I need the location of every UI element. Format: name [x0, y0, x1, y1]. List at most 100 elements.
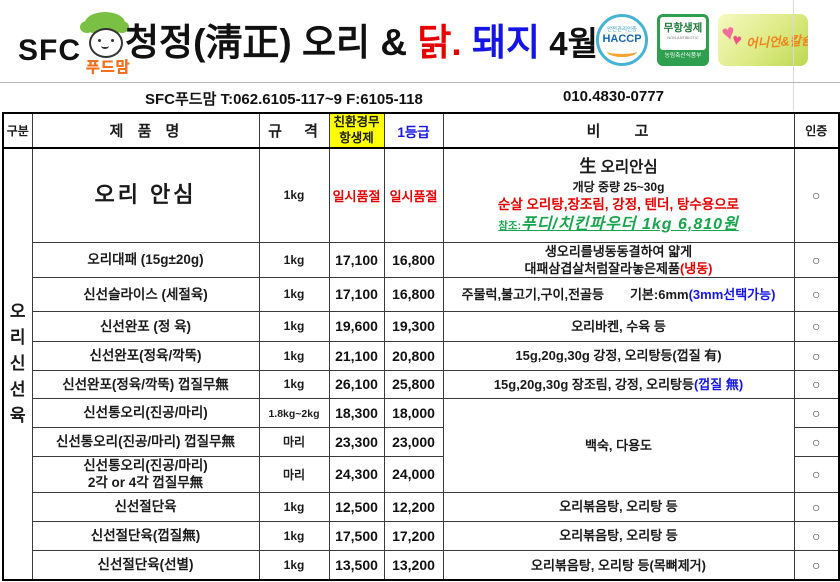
table-header-row: 구분 제 품 명 규 격 친환경무 항생제 1등급 비 고 인증: [2, 112, 840, 149]
product-name-cell: 신선절단육(선별): [31, 549, 260, 581]
cert-circle-cell: ○: [793, 549, 840, 581]
top-banner: SFC 푸드맘 청정(淸正) 오리 & 닭. 돼지 4월 안전관리인증 HACC…: [0, 0, 840, 82]
contact-phone-fax: SFC푸드맘 T:062.6105-117~9 F:6105-118: [145, 91, 423, 108]
cert-circle-cell: ○: [793, 369, 840, 399]
eco-price-cell: 21,100: [328, 340, 385, 371]
banner-vertical-divider: [793, 0, 794, 111]
note-cell: 생오리를냉동동결하여 얇게 대패삼겹살처럼잘라놓은제품(냉동): [442, 241, 795, 278]
header-note: 비 고: [442, 112, 795, 149]
note-cell: 백숙, 다용도: [442, 397, 795, 493]
onion-calcium-badge-icon: ♥ ♥ 어니언&칼슘: [718, 14, 808, 66]
note-cell: 오리바켄, 수육 등: [442, 310, 795, 342]
company-logo: SFC 푸드맘: [18, 10, 138, 76]
spec-cell: 마리: [258, 426, 330, 457]
table-row: 신선절단육 1kg 12,500 12,200 오리볶음탕, 오리탕 등 ○: [3, 491, 840, 522]
logo-brand-text: 푸드맘: [86, 59, 131, 76]
non-antibiotic-badge-icon: 무항생제 NON-ANTIBIOTIC 농림축산식품부: [657, 14, 709, 66]
table-row: 신선절단육(선별) 1kg 13,500 13,200 오리볶음탕, 오리탕 등(목뼈제…: [3, 549, 840, 581]
note-cell: 15g,20g,30g 강정, 오리탕등(껍질 有): [442, 340, 795, 371]
cert-circle-cell: ○: [793, 520, 840, 551]
cert-circle-cell: ○: [793, 426, 840, 457]
table-row: 신선완포 (정 육) 1kg 19,600 19,300 오리바켄, 수육 등 ○: [3, 310, 840, 342]
haccp-swoosh-icon: [607, 46, 637, 58]
eco-price-cell: 17,100: [328, 241, 385, 278]
header-eco-line2: 항생제: [339, 130, 374, 145]
header-gubun: 구분: [2, 112, 33, 149]
grade1-price-cell: 일시품절: [383, 147, 444, 243]
cert-circle-cell: ○: [793, 147, 840, 243]
haccp-main-text: HACCP: [602, 33, 642, 45]
contact-row: SFC푸드맘 T:062.6105-117~9 F:6105-118 010.4…: [0, 83, 840, 111]
grade1-price-cell: 16,800: [383, 276, 444, 312]
grade1-price-cell: 20,800: [383, 340, 444, 371]
logo-sfc-text: SFC: [18, 34, 81, 67]
title-part-red: 닭.: [417, 22, 462, 63]
haccp-badge-icon: 안전관리인증 HACCP: [596, 14, 648, 66]
chef-face-icon: [89, 28, 123, 58]
eco-price-cell: 17,100: [328, 276, 385, 312]
product-name-cell: 신선절단육(껍질無): [31, 520, 260, 551]
table-row: 신선절단육(껍질無) 1kg 17,500 17,200 오리볶음탕, 오리탕 등 ○: [3, 520, 840, 551]
eco-price-cell: 18,300: [328, 397, 385, 428]
product-name-cell: 오리 안심: [31, 147, 260, 243]
grade1-price-cell: 13,200: [383, 549, 444, 581]
title-part-month: 4월: [540, 25, 598, 62]
chef-character-icon: 푸드맘: [76, 12, 134, 76]
banner-separator-line: [0, 82, 840, 83]
header-product-name: 제 품 명: [31, 112, 260, 149]
chef-smile-icon: [101, 43, 109, 49]
table-row: 신선완포(정육/깍뚝) 1kg 21,100 20,800 15g,20g,30g 강정…: [3, 340, 840, 371]
table-row: 오 리 신 선 육 오리 안심 1kg 일시품절 일시품절 生 오리안심 개당 중량 25~30g 순…: [2, 147, 840, 581]
chef-hat-icon: [80, 12, 129, 34]
spec-cell: 1kg: [258, 340, 330, 371]
note-cell: 15g,20g,30g 장조림, 강정, 오리탕등(껍질 無): [442, 369, 795, 399]
header-spec: 규 격: [258, 112, 330, 149]
haccp-top-text: 안전관리인증: [607, 27, 637, 33]
grade1-price-cell: 24,000: [383, 455, 444, 493]
cert-circle-cell: ○: [793, 455, 840, 493]
eco-price-cell: 12,500: [328, 491, 385, 522]
certification-badges: 안전관리인증 HACCP 무항생제 NON-ANTIBIOTIC 농림축산식품부…: [596, 14, 808, 66]
product-name-cell: 신선절단육: [31, 491, 260, 522]
note-cell: 오리볶음탕, 오리탕 등(목뼈제거): [442, 549, 795, 581]
non-antibiotic-sub-text: NON-ANTIBIOTIC: [667, 34, 699, 40]
product-name-cell: 신선완포(정육/깍뚝) 껍질무無: [31, 369, 260, 399]
header-grade1: 1등급: [383, 112, 444, 149]
product-name-cell: 신선슬라이스 (세절육): [31, 276, 260, 312]
note-cell: 오리볶음탕, 오리탕 등: [442, 491, 795, 522]
table-row: 오리대패 (15g±20g) 1kg 17,100 16,800 생오리를냉동동결하여 …: [3, 241, 840, 278]
eco-price-cell: 23,300: [328, 426, 385, 457]
chef-eye-icon: [111, 39, 114, 42]
grade1-price-cell: 19,300: [383, 310, 444, 342]
cert-circle-cell: ○: [793, 276, 840, 312]
non-antibiotic-main-text: 무항생제: [663, 22, 703, 34]
cert-circle-cell: ○: [793, 491, 840, 522]
grade1-price-cell: 16,800: [383, 241, 444, 278]
grade1-price-cell: 18,000: [383, 397, 444, 428]
product-name-cell: 신선통오리(진공/마리) 2각 or 4각 껍질무無: [31, 455, 260, 493]
page-title: 청정(淸正) 오리 & 닭. 돼지 4월: [125, 12, 598, 66]
price-table: 구분 제 품 명 규 격 친환경무 항생제 1등급 비 고 인증 오 리 신 선 육 오리 …: [2, 112, 840, 582]
eco-price-cell: 13,500: [328, 549, 385, 581]
chef-eye-icon: [98, 39, 101, 42]
header-eco-line1: 친환경무: [333, 114, 380, 129]
spec-cell: 1kg: [258, 310, 330, 342]
table-row: 신선완포(정육/깍뚝) 껍질무無 1kg 26,100 25,800 15g,20g,3…: [3, 369, 840, 399]
onion-calcium-text: 어니언&칼슘: [745, 33, 808, 51]
spec-cell: 1kg: [258, 147, 330, 243]
cert-circle-cell: ○: [793, 241, 840, 278]
product-name-cell: 신선완포 (정 육): [31, 310, 260, 342]
spec-cell: 1kg: [258, 549, 330, 581]
grade1-price-cell: 17,200: [383, 520, 444, 551]
non-antibiotic-bottom-text: 농림축산식품부: [664, 53, 702, 59]
grade1-price-cell: 12,200: [383, 491, 444, 522]
product-name-cell: 신선통오리(진공/마리): [31, 397, 260, 428]
cert-circle-cell: ○: [793, 310, 840, 342]
eco-price-cell: 24,300: [328, 455, 385, 493]
eco-price-cell: 26,100: [328, 369, 385, 399]
product-name-cell: 신선통오리(진공/마리) 껍질무無: [31, 426, 260, 457]
eco-price-cell: 일시품절: [328, 147, 385, 243]
spec-cell: 1kg: [258, 369, 330, 399]
note-cell: 生 오리안심 개당 중량 25~30g 순살 오리탕,장조림, 강정, 텐더, 탕수…: [442, 147, 795, 243]
